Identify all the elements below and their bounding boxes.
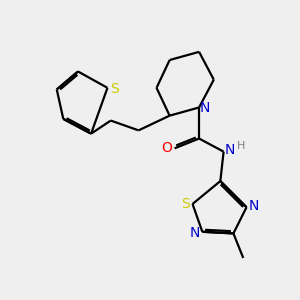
Text: O: O (161, 141, 172, 155)
Text: N: N (248, 199, 259, 213)
Text: N: N (225, 143, 235, 157)
Text: N: N (200, 101, 210, 115)
Text: H: H (236, 141, 245, 151)
Text: S: S (181, 197, 190, 211)
Text: N: N (190, 226, 200, 240)
Text: S: S (110, 82, 119, 97)
